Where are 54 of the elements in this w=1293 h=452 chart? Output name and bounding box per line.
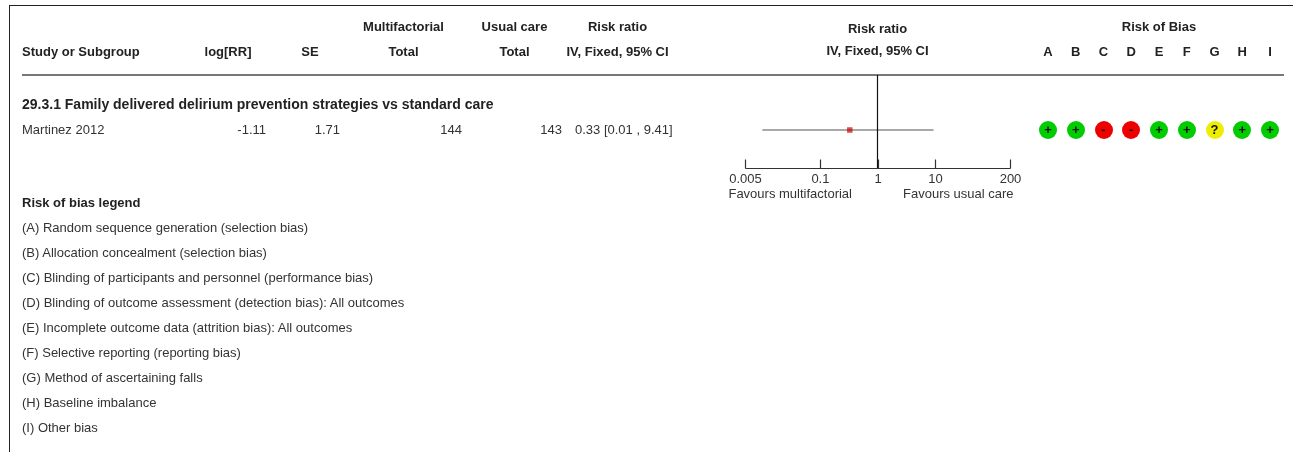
- circle-icon: +: [1261, 121, 1279, 139]
- category-label: A: [1042, 44, 1054, 60]
- category-label: I: [1267, 44, 1273, 60]
- text: Total: [387, 44, 420, 60]
- circle-icon: ?: [1205, 121, 1224, 139]
- text: Favours multifactorial: [727, 186, 852, 202]
- text: 1.71: [313, 122, 340, 138]
- text: SE: [300, 44, 320, 60]
- text: (G) Method of ascertaining falls: [22, 370, 203, 386]
- text: 0.33 [0.01 , 9.41]: [575, 122, 673, 138]
- text: 143: [539, 122, 562, 138]
- text: IV, Fixed, 95% CI: [565, 44, 670, 60]
- text: Multifactorial: [362, 19, 445, 35]
- text: (D) Blinding of outcome assessment (detection bias): All outcomes: [22, 295, 405, 311]
- x-tick-label: 10: [928, 170, 943, 186]
- text: Risk of Bias: [1120, 19, 1198, 35]
- category-label: B: [1070, 44, 1082, 60]
- circle-icon: -: [1122, 121, 1141, 139]
- text: Risk ratio: [586, 19, 649, 35]
- chart-title: Risk ratio: [847, 21, 908, 37]
- text: (E) Incomplete outcome data (attrition bias): All outcomes: [22, 320, 353, 336]
- text: Total: [498, 44, 531, 60]
- text: (F) Selective reporting (reporting bias): [22, 345, 241, 361]
- text: Usual care: [480, 19, 549, 35]
- text: Favours usual care: [903, 186, 1014, 202]
- text: log[RR]: [203, 44, 253, 60]
- text: 29.3.1 Family delivered delirium prevention strategies vs standard care: [22, 96, 494, 112]
- text: Risk of bias legend: [22, 195, 141, 211]
- x-tick-label: 1: [874, 170, 882, 186]
- category-label: H: [1236, 44, 1248, 60]
- text: (B) Allocation concealment (selection bias): [22, 245, 267, 261]
- category-label: C: [1097, 44, 1110, 60]
- text: 144: [439, 122, 462, 138]
- x-tick-label: 0.1: [811, 170, 830, 186]
- circle-icon: +: [1177, 121, 1196, 139]
- circle-icon: +: [1066, 121, 1085, 139]
- text: Study or Subgroup: [22, 44, 141, 60]
- circle-icon: -: [1094, 121, 1113, 139]
- x-tick-label: 0.005: [729, 170, 762, 186]
- category-label: G: [1208, 44, 1221, 60]
- circle-icon: +: [1233, 121, 1252, 139]
- text: (A) Random sequence generation (selection bias): [22, 220, 309, 236]
- text: (C) Blinding of participants and personnel (performance bias): [22, 270, 374, 286]
- category-label: Martinez 2012: [22, 122, 105, 137]
- x-tick-label: 200: [999, 170, 1022, 186]
- text: (H) Baseline imbalance: [22, 395, 157, 411]
- category-label: D: [1125, 44, 1137, 60]
- circle-icon: +: [1039, 121, 1057, 139]
- circle-icon: +: [1150, 121, 1168, 139]
- chart-subtitle: IV, Fixed, 95% CI: [826, 43, 929, 59]
- text: -1.11: [236, 122, 266, 138]
- category-label: E: [1153, 44, 1165, 60]
- category-label: F: [1181, 44, 1192, 60]
- text: (I) Other bias: [22, 420, 98, 436]
